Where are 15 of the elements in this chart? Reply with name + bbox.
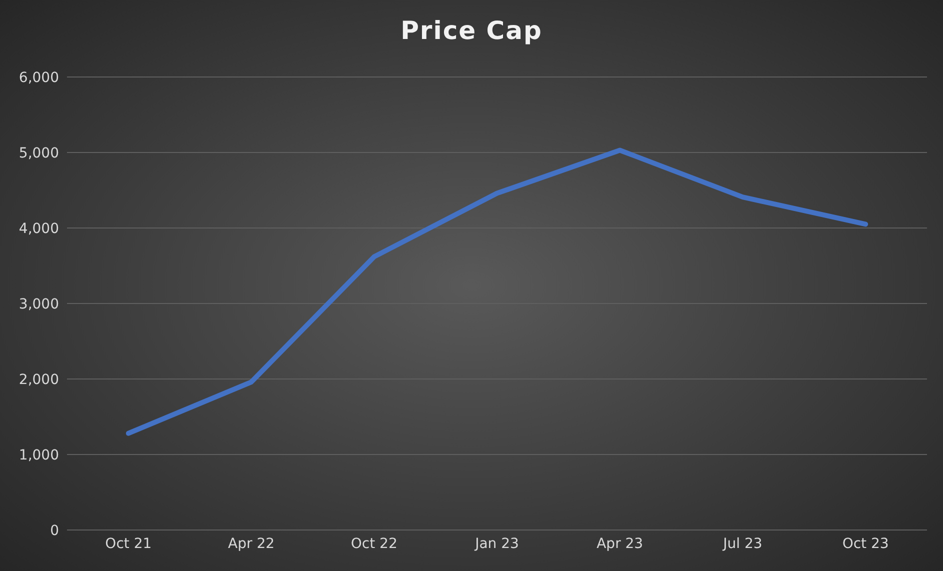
y-tick-label: 4,000 <box>18 220 59 237</box>
x-tick-label: Oct 22 <box>350 536 398 552</box>
y-tick-label: 5,000 <box>18 145 59 162</box>
y-tick-label: 6,000 <box>18 70 59 86</box>
x-tick-label: Oct 23 <box>842 536 889 552</box>
x-tick-label: Apr 22 <box>228 536 275 552</box>
x-tick-label: Jan 23 <box>474 536 519 552</box>
x-tick-label: Oct 21 <box>105 536 152 552</box>
chart-title: Price Cap <box>400 16 544 45</box>
x-tick-label: Jul 23 <box>722 536 762 552</box>
y-tick-label: 3,000 <box>18 296 59 312</box>
y-tick-label: 0 <box>50 522 59 539</box>
y-tick-label: 2,000 <box>18 372 59 388</box>
x-tick-label: Apr 23 <box>596 536 644 552</box>
y-tick-label: 1,000 <box>18 447 59 464</box>
